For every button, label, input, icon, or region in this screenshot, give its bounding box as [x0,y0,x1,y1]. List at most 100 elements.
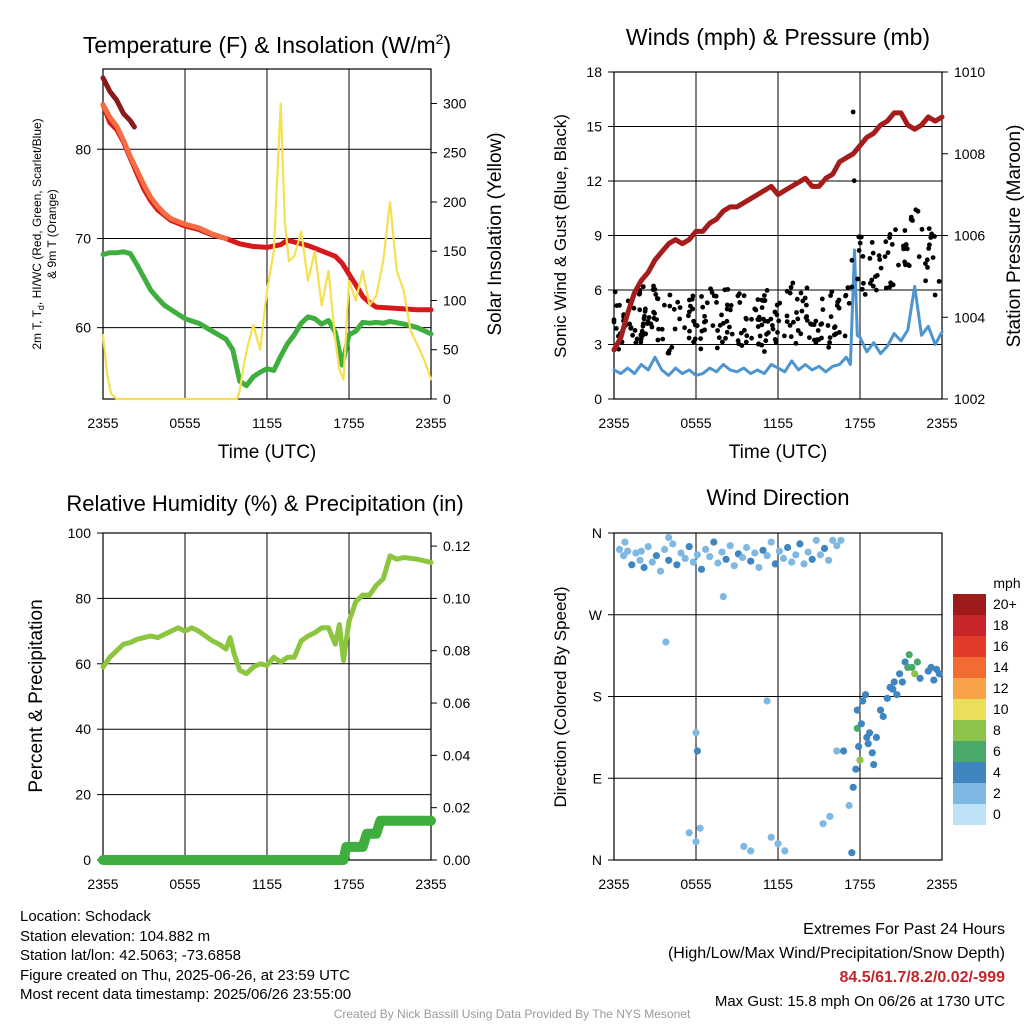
gust-point [650,287,656,293]
gust-point [687,328,692,334]
direction-point [861,691,870,699]
gust-point [842,333,848,339]
direction-point [681,554,689,563]
gust-point [882,254,888,259]
right-tick-label: 150 [443,243,467,259]
gust-point [702,319,707,325]
direction-point [673,561,681,569]
direction-point [883,694,891,702]
direction-point [689,558,697,566]
direction-point [779,554,788,563]
gust-point [775,330,780,335]
direction-point [628,561,636,569]
x-tick-label: 1155 [763,876,793,892]
gust-point [924,257,930,263]
extremes-box: Extremes For Past 24 Hours (High/Low/Max… [668,918,1005,1014]
direction-point [808,555,816,563]
series-line-4 [101,102,433,401]
direction-point [763,697,771,705]
y-tick-label: N [592,525,602,541]
direction-point [901,658,909,666]
series-line-1 [100,102,229,241]
direction-point [644,543,652,551]
gust-point [725,287,731,292]
direction-point [893,691,901,699]
direction-point [825,556,833,564]
y-tick-label: 0 [83,852,91,868]
gust-point [855,276,861,282]
direction-point [896,670,904,678]
gust-point [704,300,710,306]
direction-point [775,547,784,555]
gust-point [887,284,893,290]
latlon-text: Station lat/lon: 42.5063; -73.6858 [20,947,242,965]
direction-point [870,761,878,769]
gust-point [646,315,652,320]
gust-point [757,333,763,339]
right-tick-label: 0.10 [443,590,470,606]
direction-point [935,670,943,678]
gust-point [655,337,661,343]
right-tick-label: 1008 [954,146,985,162]
gust-point [908,214,914,220]
gust-point [788,334,794,340]
gust-point [904,246,910,252]
legend-swatch [953,594,986,615]
gust-point [836,305,842,311]
gust-point [869,277,875,283]
direction-point [853,706,861,714]
gust-point [764,331,769,337]
location-text: Location: Schodack [20,908,151,925]
gust-point [795,316,801,322]
series-line-2 [100,75,137,130]
gust-point [677,316,682,322]
x-tick-label: 1155 [252,876,282,892]
gust-point [612,289,618,295]
right-axis-label: Station Pressure (Maroon) [1004,125,1024,348]
direction-point [718,548,726,556]
right-tick-label: 0.04 [443,747,470,763]
credit-text: Created By Nick Bassill Using Data Provi… [333,1007,691,1021]
gust-point [667,292,673,298]
gust-point [807,335,812,340]
plot-frame [102,68,432,400]
gust-point [724,318,730,324]
x-tick-label: 2355 [598,415,629,431]
gust-point [762,293,767,298]
direction-point [771,560,779,568]
gust-point [723,335,728,341]
gust-point [643,331,649,337]
gust-point [901,246,906,252]
legend-swatch [953,762,986,783]
legend-swatch [953,720,986,741]
y-tick-label: 80 [75,590,91,606]
direction-point [856,756,864,764]
gust-point [794,296,800,302]
gust-point [819,296,825,302]
gust-point [741,293,747,299]
direction-point [833,542,841,550]
precipitation-line [98,815,436,865]
gust-point [636,291,642,297]
gust-point [721,320,726,326]
legend-label: 6 [993,743,1001,759]
gust-point [930,255,936,260]
gust-point [819,335,824,341]
direction-point [792,551,800,559]
direction-point [930,676,938,684]
gust-point [832,324,838,330]
gust-point [793,340,799,346]
gust-point [639,328,645,334]
direction-point [726,542,734,550]
x-tick-label: 1755 [333,876,364,892]
direction-point [826,812,834,821]
gust-point [699,294,704,299]
gust-point [700,304,706,310]
gust-point [795,328,801,333]
gust-point [896,262,901,268]
gust-point [860,254,866,259]
gust-point [869,240,875,245]
gust-point [902,228,908,233]
direction-point [829,536,837,544]
